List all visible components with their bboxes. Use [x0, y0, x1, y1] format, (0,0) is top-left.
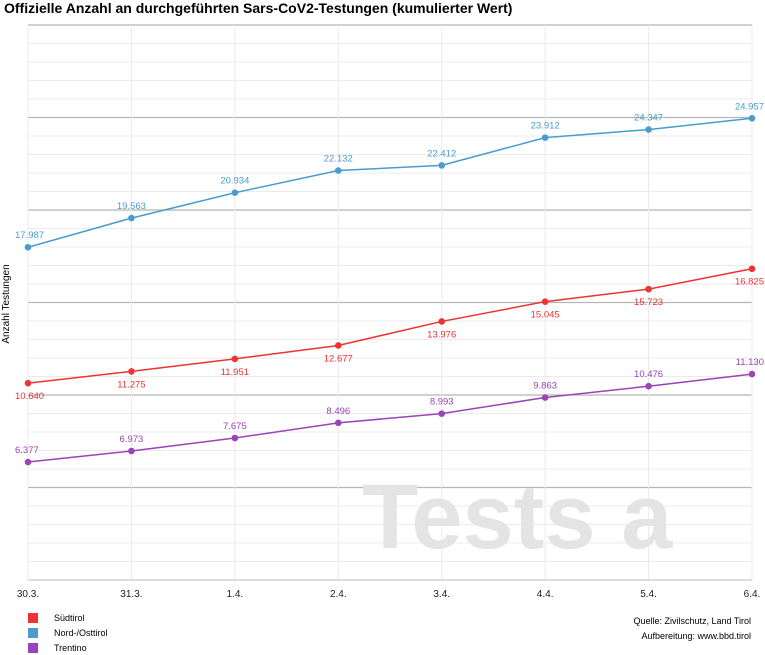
data-label-nord-osttirol: 22.132 — [324, 154, 353, 165]
data-point-trentino[interactable] — [334, 419, 342, 427]
x-tick-label: 4.4. — [537, 589, 554, 600]
x-tick-label: 31.3. — [120, 589, 142, 600]
data-point-trentino[interactable] — [24, 458, 32, 466]
data-point-nord-osttirol[interactable] — [438, 162, 446, 169]
legend-item-trentino[interactable]: Trentino — [28, 640, 108, 655]
data-point-trentino[interactable] — [438, 410, 446, 417]
data-label-nord-osttirol: 20.934 — [220, 176, 249, 187]
data-label-suedtirol: 11.951 — [221, 367, 249, 378]
data-label-trentino: 6.973 — [120, 434, 144, 445]
chart-grid — [27, 24, 753, 581]
data-point-nord-osttirol[interactable] — [748, 114, 756, 122]
chart-credits: Quelle: Zivilschutz, Land Tirol Aufberei… — [633, 614, 751, 644]
data-point-trentino[interactable] — [645, 382, 652, 390]
data-label-trentino: 6.377 — [15, 445, 39, 456]
data-point-trentino[interactable] — [231, 434, 239, 442]
data-label-trentino: 9.863 — [533, 381, 557, 392]
data-label-trentino: 8.496 — [326, 406, 350, 417]
data-point-suedtirol[interactable] — [748, 265, 756, 273]
data-label-suedtirol: 10.640 — [15, 391, 44, 402]
data-label-nord-osttirol: 22.412 — [427, 148, 456, 159]
data-point-suedtirol[interactable] — [645, 285, 652, 293]
data-label-nord-osttirol: 19.563 — [117, 201, 146, 212]
data-point-suedtirol[interactable] — [24, 379, 32, 387]
data-label-trentino: 7.675 — [223, 421, 247, 432]
series-layer: 10.640 11.275 11.951 12.677 13.976 15.045 15.7… — [15, 101, 764, 466]
series-trentino: 6.377 6.973 7.675 8.496 8.993 9.863 10.476 11.1… — [15, 357, 764, 466]
data-label-nord-osttirol: 23.912 — [531, 121, 560, 132]
data-label-trentino: 10.476 — [634, 369, 663, 380]
legend-item-suedtirol[interactable]: Südtirol — [28, 610, 108, 625]
series-line-nord-osttirol — [27, 117, 753, 248]
data-point-trentino[interactable] — [128, 447, 135, 455]
data-point-suedtirol[interactable] — [334, 342, 342, 349]
series-line-trentino — [27, 373, 753, 463]
watermark-text: Tests a — [362, 466, 673, 568]
y-axis-label: Anzahl Testungen — [1, 264, 12, 343]
data-label-nord-osttirol: 24.957 — [735, 101, 764, 112]
data-label-nord-osttirol: 24.347 — [634, 113, 663, 124]
data-point-suedtirol[interactable] — [541, 298, 549, 305]
data-label-suedtirol: 16.825 — [735, 277, 764, 288]
data-label-trentino: 8.993 — [430, 397, 454, 408]
legend-swatch-trentino — [28, 642, 38, 653]
x-tick-label: 30.3. — [17, 589, 39, 600]
data-point-nord-osttirol[interactable] — [645, 126, 652, 133]
legend-item-nord-osttirol[interactable]: Nord-/Osttirol — [28, 625, 108, 640]
data-point-suedtirol[interactable] — [128, 368, 135, 375]
data-point-nord-osttirol[interactable] — [231, 189, 239, 197]
data-point-suedtirol[interactable] — [231, 355, 239, 363]
data-label-suedtirol: 13.976 — [427, 329, 456, 340]
data-label-suedtirol: 12.677 — [324, 353, 353, 364]
data-point-nord-osttirol[interactable] — [334, 167, 342, 174]
series-suedtirol: 10.640 11.275 11.951 12.677 13.976 15.045 15.7… — [15, 265, 764, 402]
data-point-nord-osttirol[interactable] — [24, 243, 32, 251]
series-nord-osttirol: 17.987 19.563 20.934 22.132 22.412 23.912 24.3… — [15, 101, 764, 251]
x-tick-label: 5.4. — [640, 589, 657, 600]
chart-title: Offizielle Anzahl an durchgeführten Sars… — [4, 0, 513, 16]
x-axis-ticks: 30.3. 31.3. 1.4. 2.4. 3.4. 4.4. 5.4. 6.4. — [17, 589, 760, 600]
data-point-nord-osttirol[interactable] — [541, 134, 549, 141]
chart-legend: Südtirol Nord-/Osttirol Trentino — [28, 610, 108, 655]
data-label-suedtirol: 15.723 — [634, 297, 663, 308]
x-tick-label: 1.4. — [227, 589, 244, 600]
legend-swatch-nord-osttirol — [28, 627, 38, 638]
x-tick-label: 3.4. — [433, 589, 450, 600]
data-label-suedtirol: 11.275 — [117, 379, 145, 390]
line-chart: Tests a 10.640 11.275 11.951 12.677 13.976 15… — [1, 24, 764, 600]
legend-label: Trentino — [54, 642, 87, 653]
x-tick-label: 6.4. — [744, 589, 761, 600]
legend-label: Nord-/Osttirol — [54, 627, 108, 638]
legend-swatch-suedtirol — [28, 612, 38, 623]
data-point-trentino[interactable] — [541, 394, 549, 401]
legend-label: Südtirol — [54, 612, 85, 623]
series-line-suedtirol — [27, 268, 753, 384]
data-point-suedtirol[interactable] — [438, 318, 446, 325]
data-label-nord-osttirol: 17.987 — [15, 230, 44, 241]
data-label-suedtirol: 15.045 — [531, 310, 560, 321]
data-point-nord-osttirol[interactable] — [128, 214, 135, 222]
prepared-credit: Aufbereitung: www.bbd.tirol — [641, 631, 751, 641]
data-point-trentino[interactable] — [748, 370, 756, 378]
source-credit: Quelle: Zivilschutz, Land Tirol — [633, 616, 751, 626]
data-label-trentino: 11.130 — [736, 357, 764, 368]
x-tick-label: 2.4. — [330, 589, 347, 600]
